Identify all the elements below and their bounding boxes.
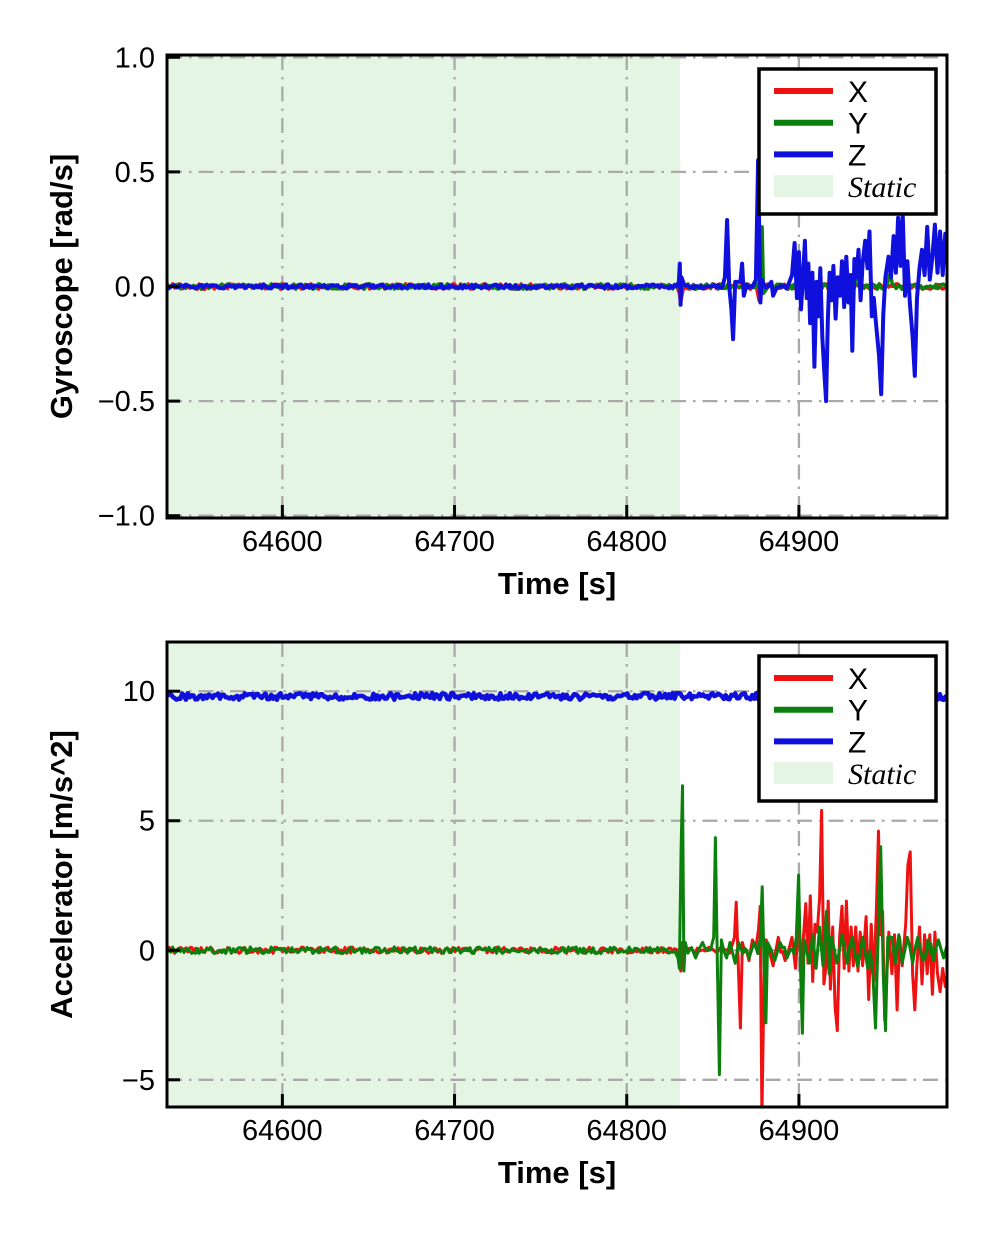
legend-label-y: Y — [848, 695, 868, 728]
legend-label-x: X — [848, 76, 868, 109]
y-tick-label: 10 — [123, 676, 155, 708]
x-tick-label: 64900 — [759, 526, 840, 558]
x-tick-label: 64800 — [586, 1115, 667, 1147]
x-tick-label: 64600 — [242, 526, 323, 558]
accelerator-chart: 64600 64700 64800 64900 10 5 0 −5 Time [s] Accele… — [44, 640, 949, 1190]
legend-label-static: Static — [848, 758, 916, 791]
series-z-line — [167, 158, 947, 404]
x-axis-label: Time [s] — [498, 1155, 616, 1190]
y-tick-label: 0.5 — [115, 157, 155, 189]
gyroscope-chart: 64600 64700 64800 64900 1.0 0.5 0.0 −0.5 −1.0 Tim… — [44, 42, 949, 601]
y-tick-label: 1.0 — [115, 42, 155, 74]
y-tick-label: 5 — [139, 806, 155, 838]
series-group — [167, 158, 947, 404]
static-region-shading — [167, 642, 681, 1107]
x-tick-label: 64800 — [586, 526, 667, 558]
legend-label-static: Static — [848, 171, 916, 204]
legend-label-x: X — [848, 663, 868, 696]
y-tick-label: 0.0 — [115, 272, 155, 304]
y-tick-label: −1.0 — [98, 501, 155, 533]
legend-label-y: Y — [848, 108, 868, 141]
legend-swatch-static — [774, 175, 833, 198]
axes-frame — [165, 640, 949, 1109]
legend-label-z: Z — [848, 726, 866, 759]
series-y-line — [167, 784, 947, 1077]
y-axis-label: Gyroscope [rad/s] — [44, 154, 79, 419]
x-tick-label: 64700 — [414, 1115, 495, 1147]
x-tick-label: 64700 — [414, 526, 495, 558]
y-tick-label: 0 — [139, 935, 155, 967]
series-x-line — [167, 808, 947, 1107]
y-tick-label: −0.5 — [98, 386, 155, 418]
legend-swatch-static — [774, 762, 833, 785]
y-axis-label: Accelerator [m/s^2] — [44, 730, 79, 1019]
x-tick-label: 64600 — [242, 1115, 323, 1147]
x-tick-label: 64900 — [759, 1115, 840, 1147]
y-tick-label: −5 — [122, 1065, 155, 1097]
legend-label-z: Z — [848, 139, 866, 172]
x-axis-label: Time [s] — [498, 566, 616, 601]
